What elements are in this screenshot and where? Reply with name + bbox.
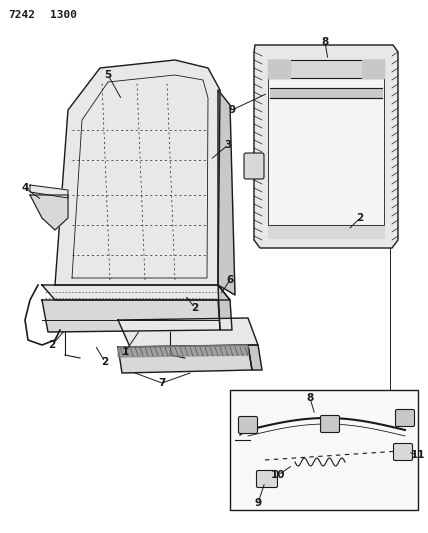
Text: 9: 9	[254, 498, 262, 508]
Text: 2: 2	[191, 303, 199, 313]
Polygon shape	[55, 60, 220, 285]
Polygon shape	[42, 300, 220, 332]
Polygon shape	[254, 45, 398, 248]
Text: 1300: 1300	[50, 10, 77, 20]
Polygon shape	[362, 60, 384, 78]
Text: 2: 2	[357, 213, 364, 223]
Text: 8: 8	[321, 37, 329, 47]
Polygon shape	[268, 225, 384, 238]
Polygon shape	[268, 60, 384, 78]
Polygon shape	[270, 88, 382, 98]
FancyBboxPatch shape	[321, 416, 339, 432]
Polygon shape	[268, 60, 290, 78]
Text: 7242: 7242	[8, 10, 35, 20]
Text: 5: 5	[104, 70, 112, 80]
FancyBboxPatch shape	[238, 416, 258, 433]
Polygon shape	[118, 345, 252, 373]
Text: 4: 4	[21, 183, 29, 193]
Text: 7: 7	[158, 378, 166, 388]
Text: 2: 2	[48, 340, 56, 350]
Text: 1: 1	[122, 347, 129, 357]
Text: 11: 11	[411, 450, 425, 460]
FancyBboxPatch shape	[256, 471, 277, 488]
Polygon shape	[248, 345, 262, 370]
Text: 9: 9	[229, 105, 235, 115]
Text: 8: 8	[306, 393, 314, 403]
Polygon shape	[118, 345, 248, 357]
Polygon shape	[30, 195, 68, 230]
Polygon shape	[118, 318, 258, 347]
Text: 6: 6	[226, 275, 234, 285]
Polygon shape	[218, 285, 232, 330]
Text: 2: 2	[101, 357, 109, 367]
Text: 10: 10	[271, 470, 285, 480]
Text: 3: 3	[224, 140, 232, 150]
Polygon shape	[268, 60, 384, 238]
FancyBboxPatch shape	[395, 409, 414, 426]
Polygon shape	[230, 390, 418, 510]
FancyBboxPatch shape	[393, 443, 413, 461]
FancyBboxPatch shape	[244, 153, 264, 179]
Polygon shape	[30, 185, 68, 198]
Polygon shape	[42, 285, 230, 300]
Polygon shape	[218, 90, 235, 295]
